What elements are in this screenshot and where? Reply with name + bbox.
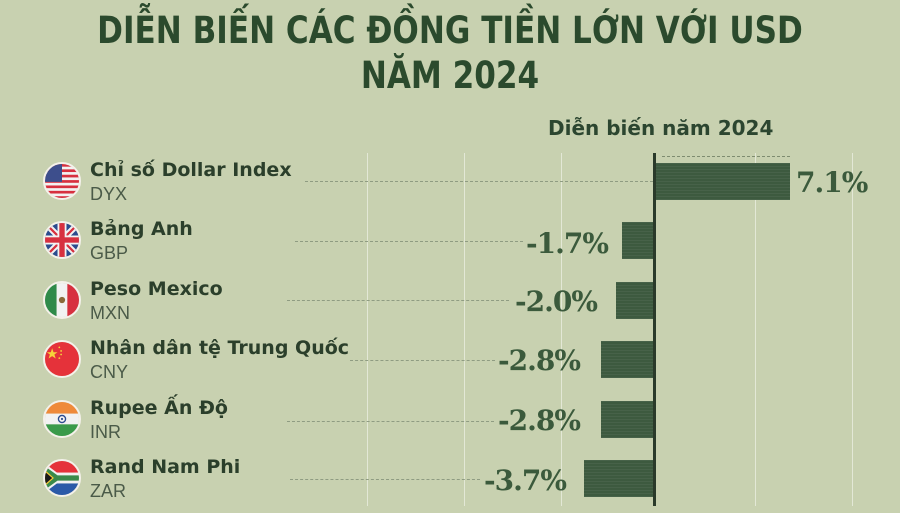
chart-row-inr: Rupee Ấn Độ INR -2.8% <box>0 396 900 454</box>
currency-name: Chỉ số Dollar Index <box>90 159 292 181</box>
gridline <box>367 153 368 506</box>
currency-name: Bảng Anh <box>90 218 193 240</box>
mexico-flag-icon <box>43 281 81 319</box>
bar-zar <box>584 460 655 497</box>
chart-row-mxn: Peso Mexico MXN -2.0% <box>0 277 900 335</box>
value-label: -2.8% <box>498 344 581 377</box>
value-label: 7.1% <box>796 166 868 199</box>
zero-axis <box>653 153 656 506</box>
chart-row-gbp: Bảng Anh GBP -1.7% <box>0 217 900 275</box>
south-africa-flag-icon <box>43 459 81 497</box>
india-flag-icon <box>43 400 81 438</box>
leader-line <box>305 181 653 182</box>
currency-name: Nhân dân tệ Trung Quốc <box>90 337 350 359</box>
currency-code: INR <box>90 422 121 442</box>
title-line-2: NĂM 2024 <box>360 54 540 97</box>
title-line-1: DIỄN BIẾN CÁC ĐỒNG TIỀN LỚN VỚI USD <box>97 9 803 52</box>
chart-row-dyx: Chỉ số Dollar Index DYX 7.1% <box>0 158 900 216</box>
gridline <box>561 153 562 506</box>
value-label: -2.8% <box>498 404 581 437</box>
leader-line <box>287 300 509 301</box>
chart-title: DIỄN BIẾN CÁC ĐỒNG TIỀN LỚN VỚI USD NĂM … <box>72 8 828 98</box>
bar-mxn <box>616 282 655 319</box>
leader-line <box>350 360 495 361</box>
currency-code: MXN <box>90 303 130 323</box>
currency-code: CNY <box>90 362 129 382</box>
value-label: -3.7% <box>484 464 567 497</box>
gridline <box>755 153 756 506</box>
bar-gbp <box>622 222 655 259</box>
currency-code: DYX <box>90 184 128 204</box>
bar-inr <box>601 401 655 438</box>
chart-row-cny: Nhân dân tệ Trung Quốc CNY -2.8% <box>0 336 900 394</box>
value-label: -1.7% <box>526 227 609 260</box>
value-label: -2.0% <box>515 285 598 318</box>
currency-name: Peso Mexico <box>90 278 223 300</box>
gridline <box>464 153 465 506</box>
axis-top-dash <box>662 156 790 157</box>
leader-line <box>295 241 523 242</box>
chart-row-zar: Rand Nam Phi ZAR -3.7% <box>0 455 900 513</box>
chart-subtitle: Diễn biến năm 2024 <box>548 116 774 140</box>
currency-name: Rupee Ấn Độ <box>90 397 228 419</box>
uk-flag-icon <box>43 221 81 259</box>
leader-line <box>290 479 480 480</box>
bar-cny <box>601 341 655 378</box>
currency-name: Rand Nam Phi <box>90 456 241 478</box>
china-flag-icon <box>43 340 81 378</box>
leader-line <box>287 421 494 422</box>
gridline <box>852 153 853 506</box>
bar-dyx <box>656 163 790 200</box>
currency-code: GBP <box>90 243 129 263</box>
us-flag-icon <box>43 162 81 200</box>
currency-code: ZAR <box>90 481 126 501</box>
